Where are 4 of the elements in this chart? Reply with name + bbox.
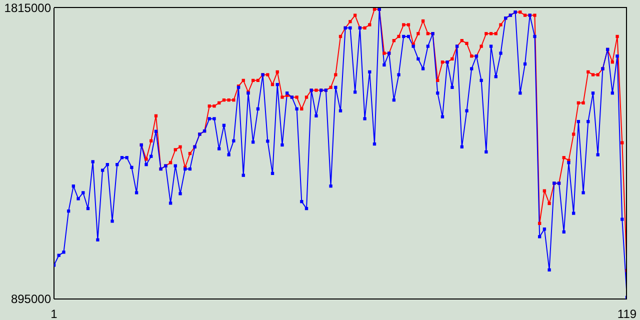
x-tick-label: 1	[50, 307, 58, 320]
y-tick-label: 895000	[10, 292, 52, 306]
y-tick-label: 1815000	[4, 1, 52, 15]
x-tick-label: 119	[617, 307, 637, 320]
